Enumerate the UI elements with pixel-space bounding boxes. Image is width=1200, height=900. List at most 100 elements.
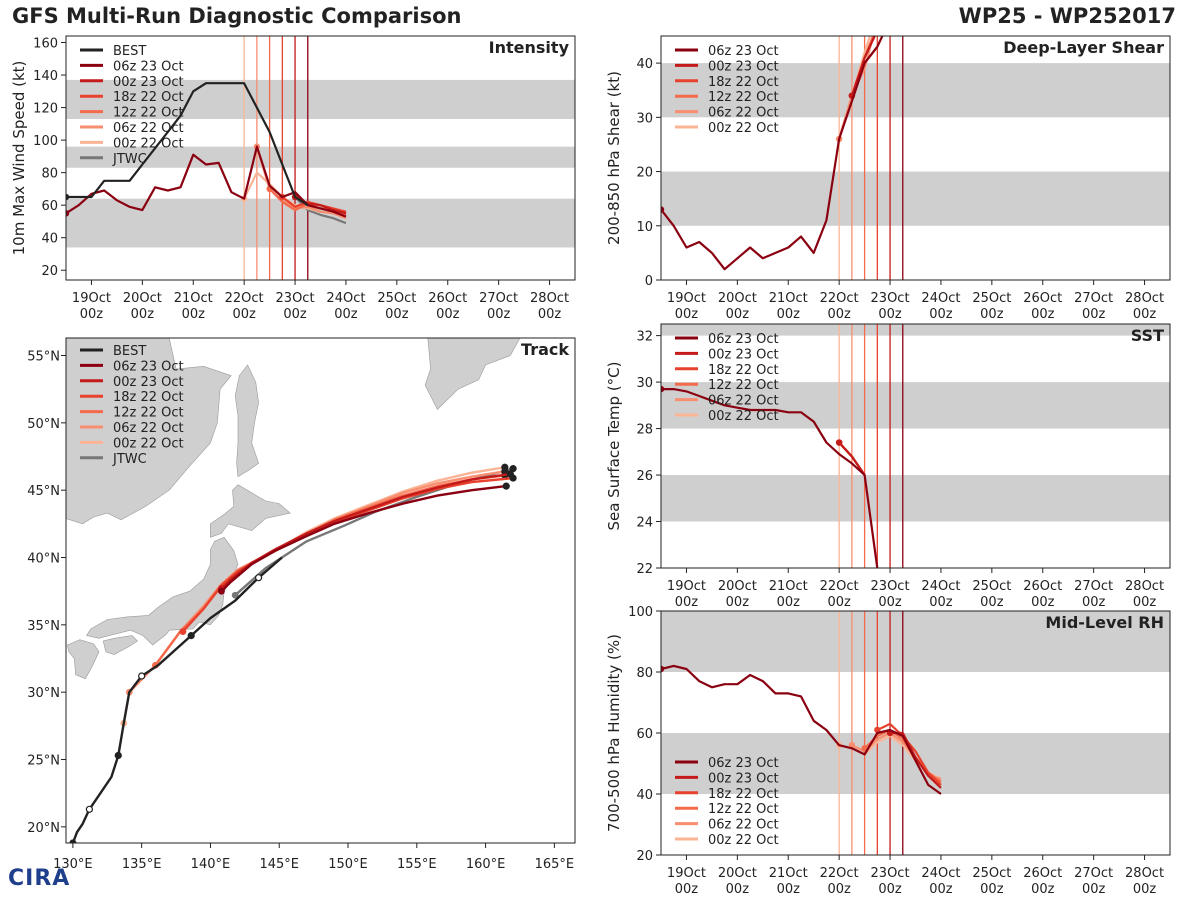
- hokkaido-island: [210, 484, 291, 538]
- rh-x-tick-hour: 00z: [929, 882, 953, 897]
- shear-x-tick-hour: 00z: [878, 307, 902, 322]
- rh-y-tick-label: 20: [636, 849, 653, 864]
- rh-y-tick-label: 40: [636, 788, 653, 803]
- rh-y-tick-label: 100: [628, 605, 653, 620]
- intensity-x-tick-hour: 00z: [131, 307, 155, 322]
- intensity-legend-label: 06z 22 Oct: [113, 121, 184, 136]
- intensity-x-tick-hour: 00z: [334, 307, 358, 322]
- sst-threshold-band: [661, 382, 1170, 429]
- sst-x-tick-hour: 00z: [726, 595, 750, 610]
- rh-legend-label: 00z 23 Oct: [708, 771, 779, 786]
- track-y-tick-label: 35°N: [27, 619, 60, 634]
- sst-x-tick-day: 28Oct: [1125, 579, 1164, 594]
- sst-x-tick-hour: 00z: [675, 595, 699, 610]
- chart-title: GFS Multi-Run Diagnostic Comparison: [12, 4, 462, 28]
- rh-x-tick-day: 25Oct: [972, 866, 1011, 881]
- sst-plot-content: [661, 324, 1170, 568]
- track-x-tick-label: 160°E: [466, 857, 506, 872]
- intensity-x-tick-day: 28Oct: [530, 291, 569, 306]
- cira-logo: CIRA: [8, 866, 71, 891]
- track-x-tick-label: 155°E: [397, 857, 437, 872]
- sst-y-tick-label: 24: [636, 516, 653, 531]
- intensity-threshold-band: [66, 146, 575, 168]
- intensity-x-tick-hour: 00z: [232, 307, 256, 322]
- track-end-marker-00z-23-oct: [506, 470, 514, 478]
- track-frame: [65, 337, 576, 844]
- rh-x-tick-day: 27Oct: [1074, 866, 1113, 881]
- intensity-threshold-band: [66, 79, 575, 119]
- rh-x-tick-hour: 00z: [675, 882, 699, 897]
- shear-x-tick-hour: 00z: [675, 307, 699, 322]
- rh-panel: 2040608010019Oct00z20Oct00z21Oct00z22Oct…: [605, 605, 1171, 897]
- sst-x-tick-day: 22Oct: [820, 579, 859, 594]
- rh-x-tick-hour: 00z: [980, 882, 1004, 897]
- track-series-06z-23-oct: [220, 484, 507, 593]
- intensity-legend-label: 18z 22 Oct: [113, 90, 184, 105]
- track-legend-label: BEST: [113, 344, 146, 359]
- shear-x-tick-day: 23Oct: [871, 291, 910, 306]
- shear-series-00z-23-oct: [850, 36, 876, 96]
- sst-x-tick-hour: 00z: [827, 595, 851, 610]
- sst-x-tick-day: 23Oct: [871, 579, 910, 594]
- shear-frame: [660, 35, 1171, 281]
- shear-legend-label: 00z 23 Oct: [708, 59, 779, 74]
- rh-x-tick-day: 20Oct: [718, 866, 757, 881]
- sst-panel: 22242628303219Oct00z20Oct00z21Oct00z22Oc…: [605, 323, 1171, 610]
- intensity-y-tick-label: 20: [41, 264, 58, 279]
- track-y-tick-label: 40°N: [27, 552, 60, 567]
- intensity-legend-label: 00z 22 Oct: [113, 136, 184, 151]
- shear-x-tick-day: 24Oct: [921, 291, 960, 306]
- intensity-x-tick-hour: 00z: [80, 307, 104, 322]
- shear-x-tick-day: 28Oct: [1125, 291, 1164, 306]
- rh-x-tick-hour: 00z: [878, 882, 902, 897]
- shear-x-tick-hour: 00z: [1133, 307, 1157, 322]
- track-legend-label: 00z 22 Oct: [113, 436, 184, 451]
- shear-series-06z-23-oct: [661, 36, 884, 271]
- shear-x-tick-day: 22Oct: [820, 291, 859, 306]
- sst-x-tick-hour: 00z: [777, 595, 801, 610]
- rh-x-tick-day: 21Oct: [769, 866, 808, 881]
- asia-mainland: [66, 338, 232, 525]
- sst-threshold-band: [661, 324, 1170, 336]
- rh-legend-label: 06z 22 Oct: [708, 818, 779, 833]
- intensity-threshold-band: [66, 198, 575, 248]
- sst-point-06z-23-oct: [661, 385, 665, 393]
- intensity-y-tick-label: 40: [41, 232, 58, 247]
- shear-threshold-band: [661, 171, 1170, 226]
- track-y-tick-label: 20°N: [27, 821, 60, 836]
- shear-legend-label: 06z 23 Oct: [708, 44, 779, 59]
- track-plot-content: [66, 338, 521, 843]
- shear-panel: 01020304019Oct00z20Oct00z21Oct00z22Oct00…: [605, 35, 1171, 322]
- sst-y-tick-label: 26: [636, 469, 653, 484]
- shear-x-tick-day: 27Oct: [1074, 291, 1113, 306]
- rh-point-06z-23-oct: [661, 665, 665, 673]
- track-panel: 130°E 135°E 140°E 145°E 150°E 155°E 160°E 165°E…: [27, 337, 576, 872]
- track-x-tick-label: 130°E: [53, 857, 93, 872]
- sst-legend-label: 06z 22 Oct: [708, 394, 779, 409]
- shear-y-tick-label: 0: [645, 274, 653, 289]
- intensity-y-tick-label: 60: [41, 199, 58, 214]
- shear-x-tick-day: 19Oct: [667, 291, 706, 306]
- rh-x-tick-day: 23Oct: [871, 866, 910, 881]
- sst-legend-label: 12z 22 Oct: [708, 378, 779, 393]
- sst-y-tick-label: 22: [636, 562, 653, 577]
- intensity-legend-label: JTWC: [112, 152, 147, 167]
- intensity-point-06z-23-oct: [66, 210, 70, 217]
- intensity-y-axis-label: 10m Max Wind Speed (kt): [10, 61, 28, 256]
- shear-x-tick-hour: 00z: [1031, 307, 1055, 322]
- track-legend-label: JTWC: [112, 452, 147, 467]
- track-legend-label: 06z 22 Oct: [113, 421, 184, 436]
- intensity-x-tick-day: 24Oct: [326, 291, 365, 306]
- sst-x-tick-day: 24Oct: [921, 579, 960, 594]
- shear-threshold-band: [661, 63, 1170, 118]
- sst-series-06z-23-oct: [661, 388, 879, 568]
- shear-x-tick-day: 20Oct: [718, 291, 757, 306]
- shear-y-tick-label: 30: [636, 111, 653, 126]
- sst-legend-label: 06z 23 Oct: [708, 332, 779, 347]
- intensity-legend-label: 12z 22 Oct: [113, 106, 184, 121]
- shear-point-06z-23-oct: [661, 206, 665, 213]
- track-series-best: [71, 556, 283, 843]
- track-start-marker-06z-23-oct: [218, 587, 225, 595]
